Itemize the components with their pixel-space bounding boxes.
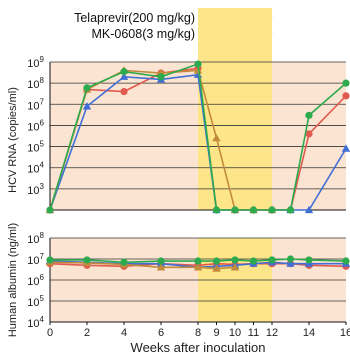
hcv-ytick-label: 107 [27,97,44,112]
alb-data-point [193,263,203,271]
alb-ytick-label: 106 [27,273,44,288]
hcv-data-point [342,79,350,87]
hcv-ytick-label: 105 [27,140,44,155]
hcv-ytick-label: 109 [27,55,44,70]
x-tick-label: 12 [266,327,278,339]
alb-data-point [286,259,295,267]
alb-data-point [286,255,295,263]
alb-data-point [268,256,276,264]
x-tick-label: 16 [340,327,350,339]
x-tick-label: 11 [248,327,259,339]
mk0608-label: MK-0608(3 mg/kg) [91,27,195,41]
x-tick-label: 14 [303,327,315,339]
hcv-data-point [342,92,350,100]
hcv-ylabel: HCV RNA (copies/ml) [7,87,19,193]
x-tick-label: 4 [121,327,127,339]
alb-ytick-label: 104 [27,315,44,330]
x-tick-label: 8 [195,327,201,339]
hcv-ytick-label: 108 [27,76,44,91]
hcv-data-point [231,206,239,214]
hcv-treatment-band [198,8,272,210]
hcv-ytick-label: 104 [27,161,44,176]
hcv-data-point [83,84,91,92]
x-tick-label: 0 [47,327,53,339]
x-tick-label: 6 [158,327,164,339]
albumin-ylabel: Human albumin (ng/ml) [7,223,19,337]
alb-data-point [231,256,239,264]
hcv-ytick-label: 103 [27,182,44,197]
hcv-data-point [305,130,313,138]
alb-data-point [212,257,221,265]
hcv-data-point [268,206,276,214]
hcv-data-point [120,68,128,76]
x-tick-label: 9 [213,327,219,339]
hcv-data-point [286,206,295,214]
hcv-data-point [119,72,129,80]
hcv-data-point [212,206,221,214]
hcv-data-point [194,60,202,68]
hcv-ytick-label: 106 [27,118,44,133]
alb-data-point [230,263,240,271]
hcv-rna-panel: 109 108 107 106 105 104 103 [27,8,350,214]
hcv-data-point [120,87,128,96]
hcv-data-point [304,205,314,214]
alb-data-point [46,256,54,264]
x-axis-label: Weeks after inoculation [131,340,266,355]
hcv-data-point [157,73,165,81]
x-tick-label: 2 [84,327,90,339]
alb-data-point [249,257,258,265]
alb-data-point [83,256,91,264]
hcv-data-point [305,111,313,119]
hcv-data-point [249,206,258,214]
alb-data-point [305,256,313,264]
x-tick-label: 10 [229,327,241,339]
alb-data-point [156,263,166,271]
alb-data-point [120,258,128,266]
alb-ytick-label: 108 [27,231,44,246]
hcv-data-point [46,206,54,214]
alb-ytick-label: 107 [27,252,44,267]
alb-ytick-label: 105 [27,294,44,309]
telaprevir-label: Telaprevir(200 mg/kg) [74,11,195,25]
hcv-series-line-3 [49,62,347,211]
alb-data-point [157,257,165,265]
hcv-data-point [82,102,92,110]
alb-data-point [194,257,202,265]
alb-data-point [342,257,350,265]
hcv-data-point [341,144,350,152]
hcv-data-point [212,133,221,142]
alb-data-point [212,264,221,272]
